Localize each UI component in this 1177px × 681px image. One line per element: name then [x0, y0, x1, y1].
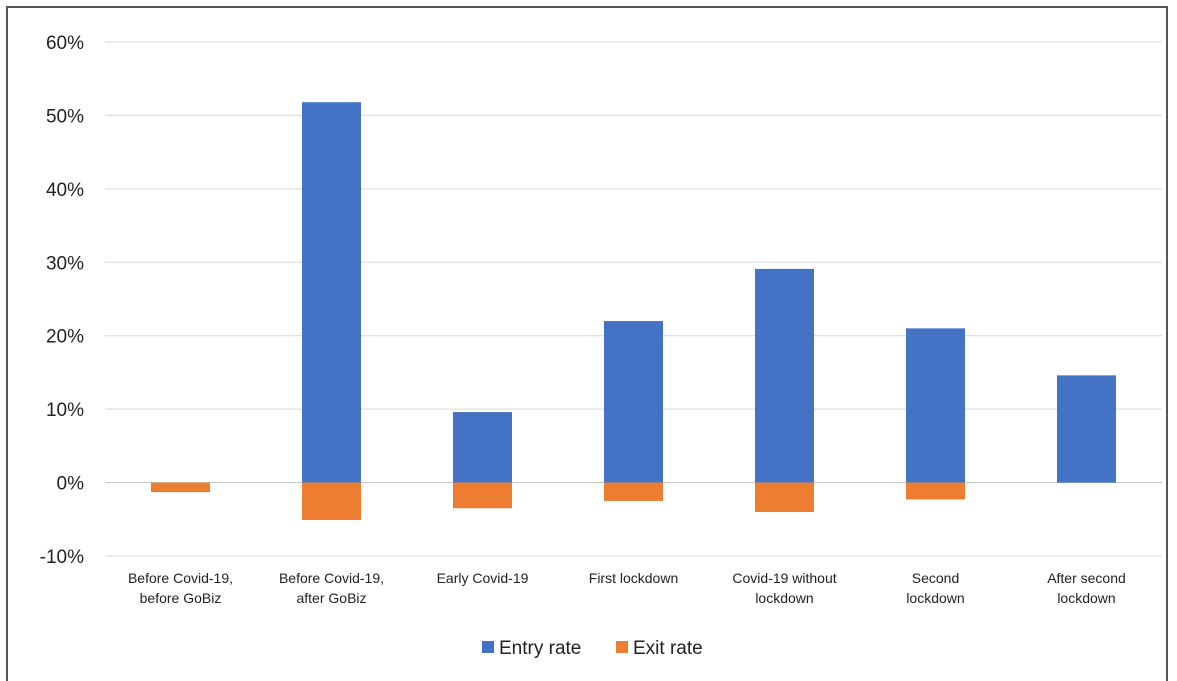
y-tick-label: 30%	[46, 253, 84, 274]
entry-rate-bar	[1057, 375, 1116, 483]
y-tick-label: -10%	[40, 547, 84, 568]
x-category-label: After second lockdown	[1047, 570, 1126, 606]
y-tick-label: 40%	[46, 180, 84, 201]
x-category-label: Covid-19 without lockdown	[732, 570, 836, 606]
x-category-label-line: Early Covid-19	[437, 570, 529, 586]
y-tick-label: 10%	[46, 400, 84, 421]
entry-rate-bar	[906, 328, 965, 483]
x-category-label-line: Covid-19 without	[732, 570, 836, 586]
x-category-label: First lockdown	[589, 570, 678, 586]
x-category-label-line: First lockdown	[589, 570, 678, 586]
x-category-label-line: Before Covid-19,	[128, 570, 233, 586]
y-tick-label: 60%	[46, 33, 84, 54]
entry-rate-bar	[302, 102, 361, 483]
y-tick-label: 0%	[57, 474, 85, 495]
x-category-label-line: after GoBiz	[296, 590, 366, 606]
y-axis-tick-labels: 60% 50% 40% 30% 20% 10% 0% -10%	[40, 33, 84, 568]
y-tick-label: 20%	[46, 327, 84, 348]
bars	[151, 102, 1116, 521]
x-category-label-line: Second	[912, 570, 959, 586]
bar-chart: 60% 50% 40% 30% 20% 10% 0% -10% Before Covid-19…	[40, 33, 1162, 659]
entry-rate-bar	[755, 268, 814, 483]
x-category-label: Before Covid-19, after GoBiz	[279, 570, 384, 606]
exit-rate-bar	[604, 482, 663, 501]
legend-swatch	[482, 641, 494, 653]
x-category-label-line: Before Covid-19,	[279, 570, 384, 586]
entry-rate-bar	[453, 412, 512, 483]
entry-rate-bar	[604, 321, 663, 483]
x-category-label: Second lockdown	[906, 570, 964, 606]
legend-swatch	[616, 641, 628, 653]
exit-rate-bar	[453, 482, 512, 509]
x-category-label-line: lockdown	[1057, 590, 1115, 606]
x-category-label-line: lockdown	[755, 590, 813, 606]
legend: Entry rate Exit rate	[482, 638, 703, 659]
x-category-label: Before Covid-19, before GoBiz	[128, 570, 233, 606]
x-category-label: Early Covid-19	[437, 570, 529, 586]
legend-label: Exit rate	[633, 638, 703, 659]
legend-label: Entry rate	[499, 638, 581, 659]
exit-rate-bar	[151, 482, 210, 493]
x-category-label-line: After second	[1047, 570, 1126, 586]
y-tick-label: 50%	[46, 106, 84, 127]
x-category-label-line: before GoBiz	[140, 590, 222, 606]
exit-rate-bar	[755, 482, 814, 512]
exit-rate-bar	[906, 482, 965, 500]
chart-frame: 60% 50% 40% 30% 20% 10% 0% -10% Before Covid-19…	[6, 6, 1168, 681]
exit-rate-bar	[302, 482, 361, 521]
x-category-label-line: lockdown	[906, 590, 964, 606]
